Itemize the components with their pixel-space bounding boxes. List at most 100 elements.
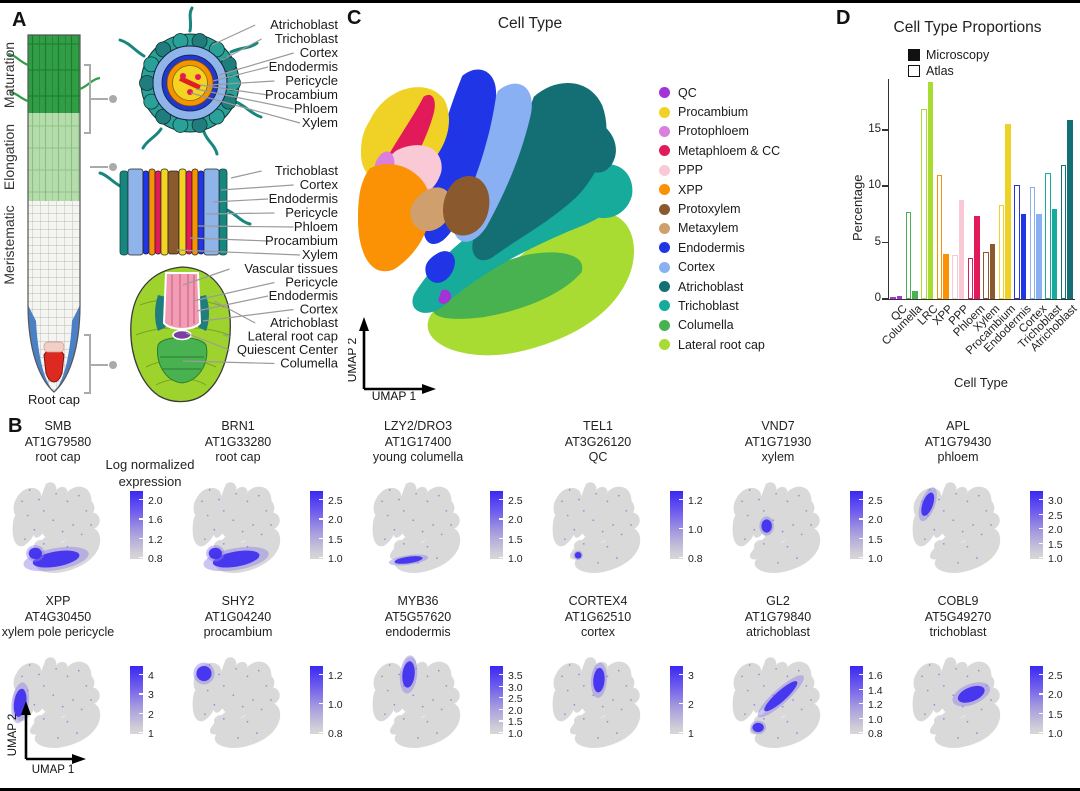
- panel-c-letter: C: [347, 7, 362, 29]
- feature-umap: [12, 482, 101, 574]
- legend-item: Endodermis: [659, 238, 780, 257]
- colorbar-tick-label: 2.5: [1048, 509, 1063, 522]
- colorbar-tick-label: 0.8: [148, 553, 163, 565]
- legend-swatch: [659, 281, 670, 293]
- gene-id: AT4G30450: [24, 609, 92, 624]
- colorbar-tick-label: 0.8: [868, 728, 883, 740]
- colorbar-tick-mark: [1039, 542, 1043, 544]
- colorbar-tick-label: 1.5: [1048, 708, 1063, 721]
- colorbar-tick-label: 1.2: [328, 670, 343, 682]
- diagram-label: Cortex: [300, 302, 339, 317]
- colorbar-tick-mark: [499, 518, 503, 520]
- feature-plot-title: LZY2/DRO3 AT1G17400 young columella: [343, 419, 493, 466]
- legend-label: Procambium: [678, 105, 749, 120]
- bar-microscopy-cortex: [1036, 214, 1042, 299]
- gene-name: SMB: [44, 419, 72, 433]
- colorbar-tick-label: 2.0: [508, 514, 523, 527]
- diagram-label: Lateral root cap: [248, 329, 338, 344]
- root-cross-section-diagram: AtrichoblastTrichoblastCortexEndodermisP…: [118, 6, 339, 156]
- colorbar-tick-label: 1.2: [868, 699, 883, 711]
- tissue-label: procambium: [203, 625, 273, 640]
- bar-microscopy-xpp: [943, 253, 949, 299]
- colorbar-tick-label: 1.0: [328, 553, 343, 565]
- feature-umap: [552, 482, 641, 574]
- colorbar-tick-label: 2.0: [328, 514, 343, 527]
- panel-a-letter: A: [12, 9, 27, 31]
- colorbar-tick-label: 1.5: [328, 533, 343, 546]
- zone-label: Maturation: [1, 42, 17, 108]
- feature-plot-title: TEL1 AT3G26120 QC: [523, 419, 673, 466]
- y-tick-mark: [882, 298, 888, 300]
- diagram-label: Columella: [280, 356, 339, 371]
- colorbar-tick-mark: [139, 732, 143, 734]
- legend-swatch: [659, 87, 670, 99]
- feature-plot-gl2: GL2 AT1G79840 atrichoblast 1.6 1.4 1.2 1.0 0.8: [720, 588, 900, 764]
- tissue-label: trichoblast: [929, 625, 987, 640]
- colorbar-tick-mark: [1039, 557, 1043, 559]
- gene-id: AT1G79840: [744, 609, 812, 624]
- feature-plot-title: SHY2 AT1G04240 procambium: [163, 594, 313, 641]
- y-tick-label: 5: [874, 235, 881, 248]
- colorbar-tick-label: 0.8: [688, 553, 703, 565]
- colorbar-tick-label: 2.0: [868, 514, 883, 527]
- feature-plot-vnd7: VND7 AT1G71930 xylem 2.5 2.0 1.5 1.0: [720, 413, 900, 589]
- expression-colorbar: [490, 491, 503, 559]
- colorbar-tick-mark: [319, 674, 323, 676]
- colorbar-tick-label: 1.6: [148, 514, 163, 527]
- bar-chart-plot-area: 0 5 10 15 QC Columella LRC XPP PPP Phloem Xylem Pro…: [868, 79, 1080, 357]
- bar-legend-label: Microscopy: [926, 48, 990, 62]
- root-tip-diagram: Vascular tissuesPericycleEndodermisCorte…: [130, 261, 339, 403]
- zone-label: Meristematic: [1, 205, 17, 284]
- legend-label: Lateral root cap: [678, 337, 765, 352]
- bar-atlas-qc: [890, 296, 896, 299]
- expression-colorbar: [490, 666, 503, 734]
- gene-id: AT5G49270: [924, 609, 992, 624]
- colorbar-tick-label: 1.0: [508, 553, 523, 565]
- colorbar-tick-mark: [859, 688, 863, 690]
- bar-microscopy-ppp: [958, 199, 965, 299]
- colorbar-tick-label: 1.0: [1048, 728, 1063, 740]
- feature-umap: [192, 482, 281, 574]
- colorbar-tick-mark: [859, 717, 863, 719]
- colorbar-tick-mark: [1039, 712, 1043, 714]
- diagram-label: Trichoblast: [275, 163, 338, 178]
- y-tick-label: 10: [868, 179, 881, 192]
- feature-plot-cobl9: COBL9 AT5G49270 trichoblast 2.5 2.0 1.5 1.0: [900, 588, 1080, 764]
- colorbar-tick-label: 1: [148, 728, 154, 740]
- legend-swatch: [659, 242, 670, 254]
- colorbar-tick-label: 0.8: [328, 728, 343, 740]
- legend-swatch: [659, 125, 670, 137]
- colorbar-tick-label: 3: [148, 689, 154, 702]
- colorbar-tick-label: 2.0: [508, 704, 523, 717]
- colorbar-tick-mark: [499, 732, 503, 734]
- colorbar-tick-mark: [499, 708, 503, 710]
- legend-swatch: [659, 145, 670, 157]
- feature-umap: [372, 482, 461, 574]
- gene-name: SHY2: [221, 594, 255, 608]
- gene-name: COBL9: [937, 594, 979, 608]
- gene-name: XPP: [45, 594, 71, 608]
- colorbar-tick-label: 2: [148, 708, 154, 721]
- gene-name: MYB36: [397, 594, 439, 608]
- legend-label: Columella: [678, 318, 734, 333]
- diagram-label: Procambium: [265, 233, 338, 248]
- colorbar-tick-label: 2.0: [148, 495, 163, 507]
- open-swatch: [908, 65, 920, 77]
- colorbar-tick-mark: [1039, 513, 1043, 515]
- expression-colorbar: [1030, 491, 1043, 559]
- bar-legend-label: Atlas: [926, 64, 954, 78]
- colorbar-tick-mark: [499, 720, 503, 722]
- colorbar-tick-mark: [139, 537, 143, 539]
- expression-colorbar: [130, 666, 143, 734]
- colorbar-tick-mark: [319, 557, 323, 559]
- diagram-label: Xylem: [302, 247, 338, 262]
- gene-name: APL: [946, 419, 970, 433]
- colorbar-tick-label: 1.2: [688, 495, 703, 507]
- feature-plot-cortex4: CORTEX4 AT1G62510 cortex 3 2 1: [540, 588, 720, 764]
- diagram-label: Cortex: [300, 45, 339, 60]
- bar-atlas-lrc: [921, 109, 927, 299]
- expression-colorbar: [1030, 666, 1043, 734]
- colorbar-tick-label: 1.5: [508, 533, 523, 546]
- colorbar-tick-label: 2: [688, 699, 694, 711]
- gene-id: AT1G79430: [924, 434, 992, 449]
